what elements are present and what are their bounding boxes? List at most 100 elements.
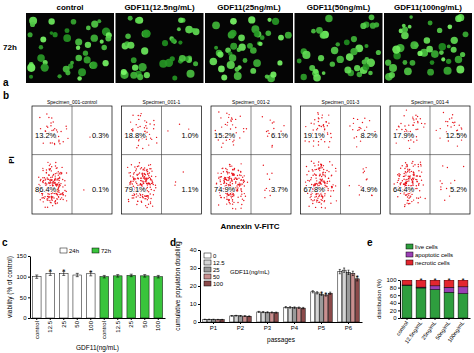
event <box>240 171 241 172</box>
cell <box>431 50 439 58</box>
event <box>357 119 358 120</box>
legend-label: 72h <box>101 248 111 254</box>
cell <box>250 68 256 74</box>
plot-title: Specimen_001-1 <box>143 99 181 105</box>
event <box>269 179 270 180</box>
cell <box>235 67 240 72</box>
bar <box>140 276 149 318</box>
x-tick: 50 <box>74 318 80 328</box>
event <box>407 196 408 197</box>
event <box>150 178 151 179</box>
event <box>417 116 418 117</box>
x-tick-mark <box>348 322 349 324</box>
legend: 012.52550100GDF11(ng/mL) <box>204 253 270 287</box>
error-cap <box>271 313 273 314</box>
event <box>240 207 241 208</box>
x-tick-mark <box>144 318 145 320</box>
event <box>235 187 236 188</box>
event <box>415 115 416 116</box>
error-line <box>204 319 205 321</box>
event <box>49 180 50 181</box>
event <box>144 198 145 199</box>
event <box>230 182 231 183</box>
y-tick-label: 150 <box>16 253 27 259</box>
bar <box>402 285 412 318</box>
event <box>156 137 157 138</box>
bar <box>113 276 122 318</box>
event <box>407 200 408 201</box>
event <box>59 172 60 173</box>
event <box>324 200 325 201</box>
cell <box>177 27 181 31</box>
gate-line <box>32 154 112 155</box>
event <box>454 122 455 123</box>
event <box>128 199 129 200</box>
event <box>234 179 235 180</box>
event <box>57 184 58 185</box>
cell <box>78 68 86 76</box>
error-cap <box>235 315 237 316</box>
event <box>362 168 363 169</box>
event <box>360 128 361 129</box>
event <box>47 196 48 197</box>
error-cap <box>212 319 214 320</box>
cell <box>331 47 338 54</box>
cell <box>91 21 98 28</box>
error-bar <box>266 312 268 313</box>
chart: 020406080100control12.5ng/mL25ng/mL50ng/… <box>376 244 471 345</box>
event <box>135 178 136 179</box>
bar <box>351 273 355 322</box>
event <box>352 129 353 130</box>
event <box>236 179 237 180</box>
event <box>323 169 324 170</box>
y-tick: 20 <box>390 308 400 314</box>
y-tick: 80 <box>390 285 400 291</box>
event <box>332 184 333 185</box>
cell <box>369 14 375 20</box>
event <box>238 170 239 171</box>
error-bar <box>329 292 331 294</box>
event <box>412 124 413 125</box>
bar <box>444 292 454 318</box>
event <box>321 126 322 127</box>
event <box>136 168 137 169</box>
event <box>151 183 152 184</box>
event <box>223 183 224 184</box>
event <box>48 182 49 183</box>
gate-line <box>211 154 291 155</box>
event <box>42 182 43 183</box>
error-bar <box>217 319 219 321</box>
event <box>244 193 245 194</box>
event <box>60 194 61 195</box>
event <box>405 183 406 184</box>
cell <box>408 25 412 29</box>
x-tick-mark <box>240 322 241 324</box>
bar <box>261 312 265 322</box>
event <box>304 140 305 141</box>
event <box>329 141 330 142</box>
x-tick-mark <box>158 318 159 320</box>
event <box>54 128 55 129</box>
event <box>401 129 402 130</box>
error-line <box>236 315 237 317</box>
event <box>328 114 329 115</box>
cell <box>302 51 310 59</box>
cell <box>451 47 457 53</box>
event <box>307 180 308 181</box>
x-tick-mark <box>267 322 268 324</box>
event <box>356 136 357 137</box>
event <box>452 114 453 115</box>
cell <box>91 34 98 41</box>
error-cap <box>285 307 287 308</box>
error-bar <box>103 275 106 277</box>
error-cap <box>275 313 277 314</box>
error-cap <box>212 319 214 320</box>
cell <box>368 71 373 76</box>
bar <box>207 319 211 322</box>
event <box>63 141 64 142</box>
event <box>405 174 406 175</box>
event <box>150 198 151 199</box>
event <box>44 206 45 207</box>
error-cap <box>208 319 210 320</box>
y-tick-mark <box>398 288 400 289</box>
